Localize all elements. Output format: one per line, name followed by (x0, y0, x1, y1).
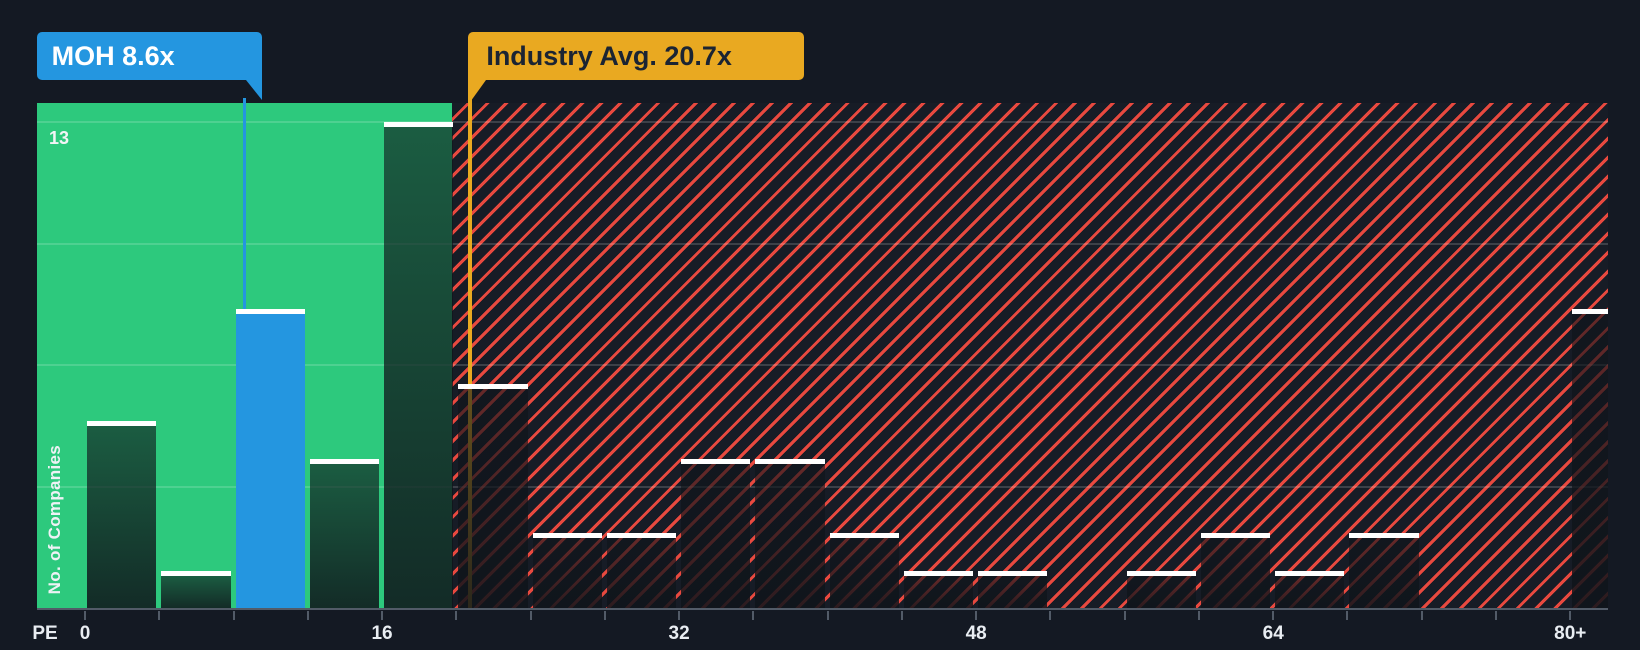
moh-callout-pointer (245, 80, 262, 100)
x-axis-tick-60 (1197, 611, 1200, 620)
industry-average-line (468, 99, 473, 608)
x-axis-tick-label-64: 64 (1262, 623, 1284, 644)
gridline-6.5 (37, 364, 1608, 367)
x-axis-tick-68 (1346, 611, 1349, 620)
x-axis-tick-20 (455, 611, 458, 620)
x-axis-prefix-label: PE (32, 623, 58, 644)
histogram-bar-60-64[interactable] (1200, 533, 1271, 608)
industry-average-callout-pointer (468, 80, 487, 105)
x-axis-tick-label-0: 0 (79, 623, 91, 644)
x-axis-tick-16 (381, 611, 384, 620)
x-axis-tick-label-48: 48 (965, 623, 987, 644)
x-axis-tick-52 (1049, 611, 1052, 620)
moh-callout[interactable]: MOH 8.6x (36, 32, 262, 100)
histogram-bar-64-68[interactable] (1275, 570, 1345, 608)
x-axis-tick-4 (158, 611, 161, 620)
histogram-bar-20-24[interactable] (458, 383, 528, 608)
x-axis-tick-label-32: 32 (668, 623, 690, 644)
histogram-bar-56-60[interactable] (1126, 570, 1196, 608)
x-axis-tick-28 (603, 611, 606, 620)
histogram-bar-80+[interactable] (1572, 309, 1608, 608)
x-axis-tick-36 (752, 611, 755, 620)
x-axis-tick-8 (232, 611, 235, 620)
x-axis-tick-48 (975, 611, 978, 620)
histogram-bar-36-40[interactable] (755, 458, 825, 608)
histogram-bar-0-4[interactable] (87, 421, 157, 608)
histogram-bar-24-28[interactable] (532, 533, 602, 608)
x-axis-tick-64 (1272, 611, 1275, 620)
x-axis-line (37, 608, 1608, 610)
plot-area: 13 No. of Companies (37, 98, 1608, 620)
histogram-bar-4-8[interactable] (161, 570, 231, 608)
histogram-bar-8-12-moh[interactable] (235, 309, 305, 608)
histogram-bar-44-48[interactable] (903, 570, 974, 608)
moh-marker-line (243, 98, 247, 310)
above-industry-average-hatch-region (452, 103, 1608, 608)
histogram-bar-48-52[interactable] (978, 570, 1048, 608)
x-axis-tick-76 (1495, 611, 1498, 620)
moh-callout-label: MOH 8.6x (51, 40, 175, 71)
x-axis-tick-24 (529, 611, 532, 620)
x-axis-tick-44 (900, 611, 903, 620)
histogram-bar-40-44[interactable] (829, 533, 899, 608)
histogram-bar-68-72[interactable] (1349, 533, 1419, 608)
x-axis-tick-80 (1569, 611, 1572, 620)
histogram-bar-28-32[interactable] (606, 533, 677, 608)
x-axis-tick-label-16: 16 (371, 623, 393, 644)
y-axis-title: No. of Companies (45, 444, 64, 594)
x-axis-tick-0 (84, 611, 86, 620)
histogram-bar-12-16[interactable] (309, 458, 380, 608)
industry-average-callout[interactable]: Industry Avg. 20.7x (468, 32, 805, 105)
x-axis-tick-label-80+: 80+ (1554, 623, 1587, 644)
gridline-13 (37, 121, 1608, 124)
x-axis-tick-56 (1123, 611, 1126, 620)
gridline-9.75 (37, 242, 1608, 245)
y-grid-value-label: 13 (49, 128, 70, 148)
x-axis-tick-12 (306, 611, 309, 620)
industry-average-callout-label: Industry Avg. 20.7x (486, 40, 732, 71)
x-axis-tick-72 (1420, 611, 1423, 620)
x-axis-tick-40 (826, 611, 829, 620)
histogram-bar-32-36[interactable] (681, 458, 751, 608)
x-axis-tick-32 (678, 611, 681, 620)
histogram-bar-16-20[interactable] (384, 122, 454, 608)
